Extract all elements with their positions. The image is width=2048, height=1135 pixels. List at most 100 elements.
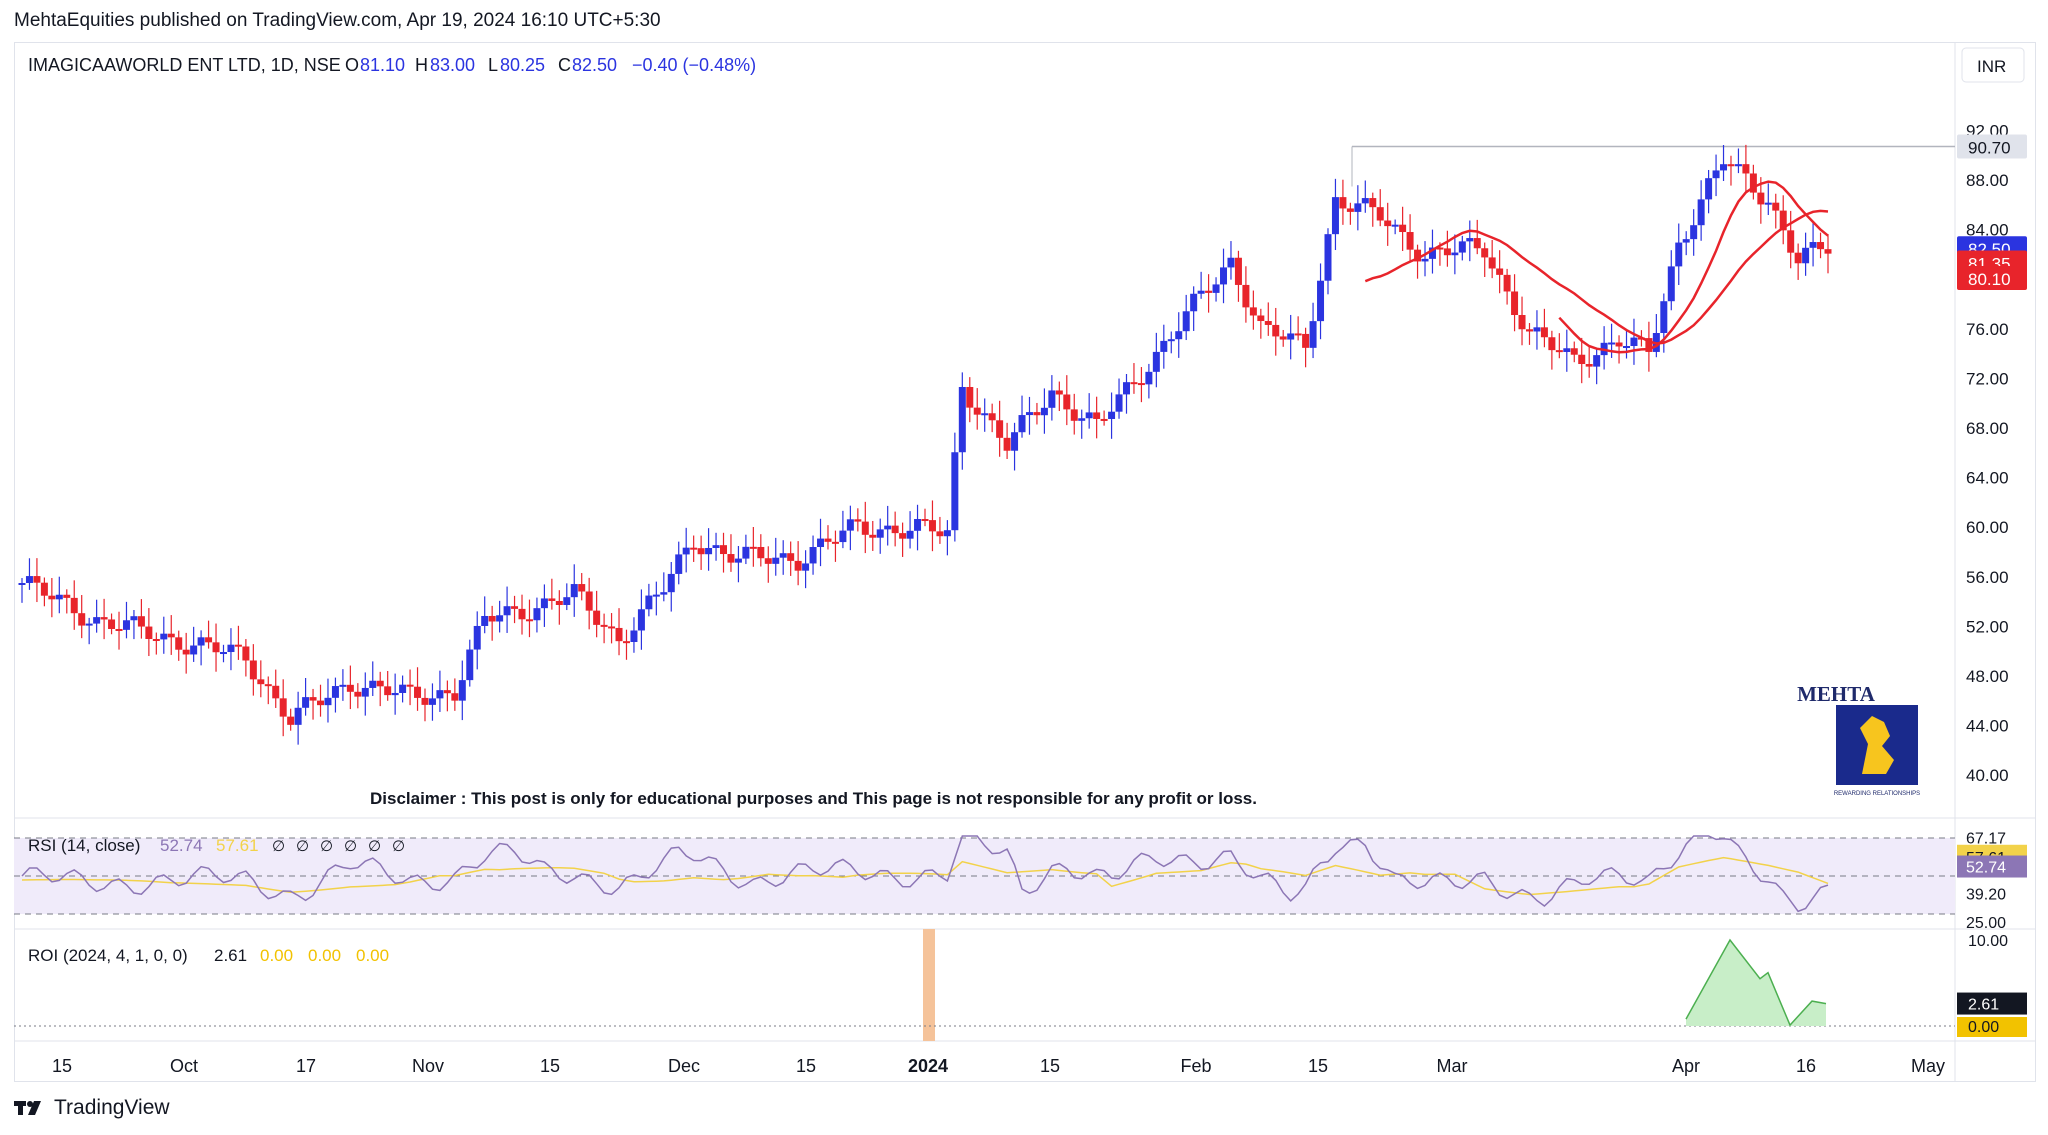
price-tick-label: 60.00 bbox=[1966, 518, 2009, 537]
roi-extra-value: 0.00 bbox=[260, 946, 293, 965]
candle-body bbox=[622, 641, 630, 644]
currency-button[interactable] bbox=[1961, 47, 2025, 83]
roi-axis-label: 0.00 bbox=[1968, 1019, 1999, 1036]
candle-body bbox=[1488, 257, 1496, 269]
rsi-ma-value: 57.61 bbox=[216, 836, 259, 855]
candle-body bbox=[369, 680, 377, 688]
candle-body bbox=[533, 608, 541, 621]
candle-body bbox=[802, 563, 810, 571]
price-badge-label: 80.10 bbox=[1968, 270, 2011, 289]
rsi-na-mark: ∅ bbox=[392, 838, 405, 855]
roi-fill bbox=[1686, 940, 1826, 1026]
candle-body bbox=[354, 691, 362, 697]
candle-body bbox=[943, 530, 951, 537]
roi-area bbox=[1685, 938, 1827, 1027]
candle-body bbox=[145, 626, 153, 640]
candle-body bbox=[1675, 242, 1683, 267]
candle-body bbox=[205, 637, 213, 643]
candle-body bbox=[1346, 208, 1354, 212]
candle-body bbox=[1040, 407, 1048, 416]
candle-body bbox=[294, 707, 302, 725]
candle-body bbox=[1085, 412, 1093, 419]
candle-body bbox=[1548, 337, 1556, 351]
candle-body bbox=[914, 519, 922, 531]
price-tick-label: 84.00 bbox=[1966, 221, 2009, 240]
candle-body bbox=[1197, 290, 1205, 294]
candlestick-series bbox=[18, 144, 1832, 745]
candle-body bbox=[1436, 247, 1444, 250]
tradingview-footer[interactable]: TradingView bbox=[14, 1096, 170, 1120]
time-tick-label: 15 bbox=[1308, 1056, 1328, 1076]
time-axis[interactable]: 15 Oct 17 Nov 15 Dec 15 2024 15 Feb 15 Mar Apr 16 May bbox=[52, 1056, 1945, 1076]
candle-body bbox=[1787, 230, 1795, 253]
candle-body bbox=[563, 597, 571, 605]
candle-body bbox=[1525, 329, 1533, 332]
candle-body bbox=[1175, 331, 1183, 340]
close-label: C bbox=[558, 55, 571, 75]
roi-zero-badge bbox=[1957, 1017, 2027, 1037]
candle-body bbox=[1772, 202, 1780, 211]
candle-body bbox=[1242, 284, 1250, 308]
candle-body bbox=[1809, 242, 1817, 248]
candle-body bbox=[175, 637, 183, 650]
horizontal-level bbox=[1351, 145, 1955, 187]
roi-axis-label: 2.61 bbox=[1968, 997, 1999, 1014]
candle-body bbox=[667, 573, 675, 593]
moving-average-line bbox=[1558, 180, 1829, 354]
candle-body bbox=[55, 594, 63, 600]
candle-body bbox=[585, 591, 593, 611]
candle-body bbox=[608, 626, 616, 629]
candle-body bbox=[1384, 220, 1392, 227]
low-label: L bbox=[488, 55, 498, 75]
price-axis[interactable]: 92.0088.0084.0076.0072.0068.0064.0060.00… bbox=[1966, 121, 2009, 785]
rsi-na-mark: ∅ bbox=[320, 838, 333, 855]
candle-body bbox=[1645, 338, 1653, 352]
candle-body bbox=[339, 684, 347, 687]
candle-body bbox=[1443, 248, 1451, 256]
candle-body bbox=[794, 560, 802, 571]
time-tick-label: Oct bbox=[170, 1056, 198, 1076]
candle-body bbox=[279, 698, 287, 717]
candle-body bbox=[1108, 411, 1116, 419]
candle-body bbox=[1048, 390, 1056, 408]
candle-body bbox=[1593, 355, 1601, 367]
candle-body bbox=[1623, 346, 1631, 349]
candle-body bbox=[443, 690, 451, 694]
high-value: 83.00 bbox=[430, 55, 475, 75]
candle-body bbox=[1160, 340, 1168, 352]
lion-icon bbox=[1860, 716, 1894, 774]
candle-body bbox=[1697, 199, 1705, 226]
candle-body bbox=[1100, 418, 1108, 421]
price-badge bbox=[1957, 265, 2027, 290]
candle-body bbox=[1287, 333, 1295, 340]
candle-body bbox=[324, 697, 332, 706]
candle-body bbox=[593, 610, 601, 625]
candle-body bbox=[197, 637, 205, 646]
moving-averages bbox=[1364, 180, 1829, 354]
candle-body bbox=[264, 684, 272, 687]
candle-body bbox=[824, 538, 832, 542]
candle-body bbox=[1152, 351, 1160, 372]
candle-body bbox=[1003, 437, 1011, 451]
candle-body bbox=[48, 595, 56, 600]
candle-body bbox=[466, 649, 474, 681]
candle-body bbox=[1339, 197, 1347, 209]
rsi-axis-label: 67.17 bbox=[1966, 831, 2006, 848]
candle-body bbox=[1025, 412, 1033, 416]
candle-body bbox=[690, 547, 698, 550]
candle-body bbox=[234, 644, 242, 647]
time-tick-label: Nov bbox=[412, 1056, 444, 1076]
candle-body bbox=[1466, 238, 1474, 242]
chart-frame bbox=[14, 42, 2036, 1082]
candle-body bbox=[727, 554, 735, 563]
candle-body bbox=[137, 616, 145, 627]
rsi-na-mark: ∅ bbox=[344, 838, 357, 855]
candle-body bbox=[891, 525, 899, 534]
candle-body bbox=[966, 386, 974, 408]
low-value: 80.25 bbox=[500, 55, 545, 75]
price-tick-label: 40.00 bbox=[1966, 766, 2009, 785]
candle-body bbox=[1473, 238, 1481, 249]
candle-body bbox=[958, 386, 966, 453]
candle-body bbox=[25, 576, 33, 583]
